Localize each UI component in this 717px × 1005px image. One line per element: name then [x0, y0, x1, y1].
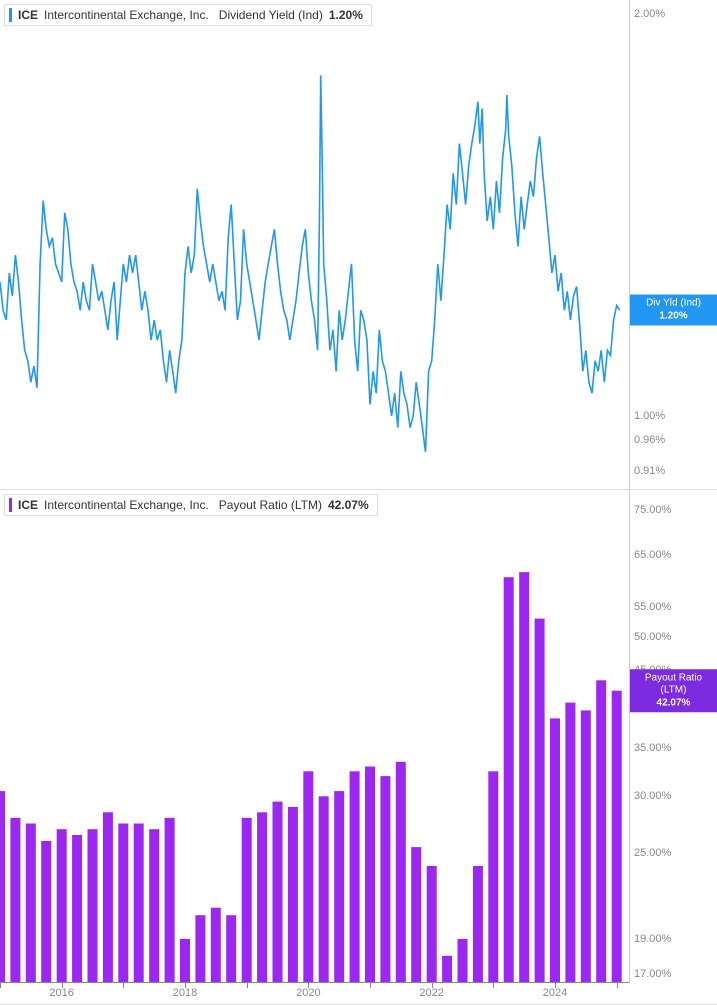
payout-ratio-bar	[242, 818, 252, 983]
bottom-bar-svg	[0, 490, 629, 983]
top-metric-value: 1.20%	[329, 8, 363, 22]
x-tick-mark	[493, 983, 494, 988]
top-y-tick: 1.00%	[634, 410, 665, 422]
bottom-metric-value: 42.07%	[328, 498, 369, 512]
payout-ratio-bar	[26, 824, 36, 984]
payout-ratio-bar	[581, 710, 591, 983]
payout-ratio-bar	[303, 771, 313, 983]
bottom-ticker-color-bar	[9, 498, 12, 512]
x-axis: 2016 2018 2020 2022 2024	[0, 982, 629, 1004]
bottom-ticker: ICE	[18, 498, 38, 512]
bottom-y-tick: 25.00%	[634, 847, 671, 859]
payout-ratio-bar	[565, 703, 575, 983]
bottom-chart-header: ICE Intercontinental Exchange, Inc. Payo…	[4, 494, 378, 516]
x-axis-label: 2018	[173, 987, 197, 999]
top-line-svg	[0, 0, 629, 490]
payout-ratio-chart-panel: ICE Intercontinental Exchange, Inc. Payo…	[0, 490, 717, 1005]
payout-ratio-bar	[319, 796, 329, 983]
payout-ratio-bar	[273, 802, 283, 983]
payout-ratio-bar	[0, 791, 5, 983]
payout-ratio-bar	[365, 767, 375, 984]
x-tick-mark	[370, 983, 371, 988]
payout-ratio-bar	[41, 841, 51, 983]
payout-ratio-bar	[180, 939, 190, 983]
payout-ratio-bar	[458, 939, 468, 983]
x-tick-mark	[617, 983, 618, 988]
payout-ratio-bar	[350, 771, 360, 983]
payout-ratio-bar	[211, 908, 221, 983]
top-chart-header: ICE Intercontinental Exchange, Inc. Divi…	[4, 4, 372, 26]
bottom-y-tick: 75.00%	[634, 504, 671, 516]
bottom-company: Intercontinental Exchange, Inc.	[44, 498, 209, 512]
payout-ratio-bar	[103, 812, 113, 983]
payout-ratio-bar	[57, 829, 67, 983]
top-y-tick: 2.00%	[634, 8, 665, 20]
payout-ratio-bar	[411, 847, 421, 983]
payout-ratio-bar	[488, 771, 498, 983]
payout-ratio-bar	[226, 915, 236, 983]
bottom-badge-value: 42.07%	[634, 697, 713, 710]
x-axis-label: 2022	[419, 987, 443, 999]
top-plot-area[interactable]	[0, 0, 629, 489]
payout-ratio-bar	[519, 572, 529, 983]
x-axis-label: 2016	[49, 987, 73, 999]
dividend-yield-chart-panel: ICE Intercontinental Exchange, Inc. Divi…	[0, 0, 717, 490]
top-ticker-color-bar	[9, 8, 12, 22]
payout-ratio-bar	[165, 818, 175, 983]
bottom-metric-name: Payout Ratio (LTM)	[219, 498, 322, 512]
payout-ratio-bar	[535, 619, 545, 983]
top-ticker: ICE	[18, 8, 38, 22]
bottom-y-axis: 17.00%19.00%25.00%30.00%35.00%40.00%45.0…	[629, 490, 717, 983]
top-badge-value: 1.20%	[634, 310, 713, 323]
payout-ratio-bar	[427, 866, 437, 983]
bottom-y-tick: 55.00%	[634, 601, 671, 613]
payout-ratio-bar	[612, 691, 622, 983]
payout-ratio-bar	[550, 718, 560, 983]
payout-ratio-bar	[596, 680, 606, 983]
bottom-y-tick: 65.00%	[634, 549, 671, 561]
bottom-y-tick: 30.00%	[634, 790, 671, 802]
bottom-y-tick: 50.00%	[634, 631, 671, 643]
payout-ratio-bar	[442, 956, 452, 983]
payout-ratio-bar	[473, 866, 483, 983]
payout-ratio-bar	[149, 829, 159, 983]
bottom-y-tick: 17.00%	[634, 968, 671, 980]
x-tick-mark	[0, 983, 1, 988]
payout-ratio-bar	[380, 776, 390, 983]
top-badge-title: Div Yld (Ind)	[634, 298, 713, 311]
top-y-tick: 0.96%	[634, 434, 665, 446]
payout-ratio-bar	[334, 791, 344, 983]
payout-ratio-bar	[10, 818, 20, 983]
payout-ratio-bar	[396, 762, 406, 983]
payout-ratio-bar	[257, 812, 267, 983]
bottom-plot-area[interactable]	[0, 490, 629, 982]
x-axis-label: 2024	[543, 987, 567, 999]
top-y-axis: 0.91% 0.96% 1.00% 2.00% Div Yld (Ind)1.20%	[629, 0, 717, 489]
payout-ratio-bar	[72, 835, 82, 983]
top-y-tick: 0.91%	[634, 465, 665, 477]
bottom-y-tick: 35.00%	[634, 742, 671, 754]
payout-ratio-bar	[195, 915, 205, 983]
bottom-badge-title: Payout Ratio (LTM)	[634, 672, 713, 697]
x-axis-label: 2020	[296, 987, 320, 999]
bottom-y-tick: 19.00%	[634, 933, 671, 945]
payout-ratio-bar	[88, 829, 98, 983]
x-tick-mark	[123, 983, 124, 988]
top-company: Intercontinental Exchange, Inc.	[44, 8, 209, 22]
payout-ratio-bar	[504, 577, 514, 983]
payout-ratio-bar	[288, 807, 298, 983]
payout-ratio-bar	[118, 824, 128, 984]
top-y-badge: Div Yld (Ind)1.20%	[630, 295, 717, 326]
payout-ratio-bar	[134, 824, 144, 984]
x-tick-mark	[247, 983, 248, 988]
dividend-yield-line	[0, 75, 620, 451]
bottom-y-badge: Payout Ratio (LTM)42.07%	[630, 669, 717, 713]
top-metric-name: Dividend Yield (Ind)	[219, 8, 323, 22]
